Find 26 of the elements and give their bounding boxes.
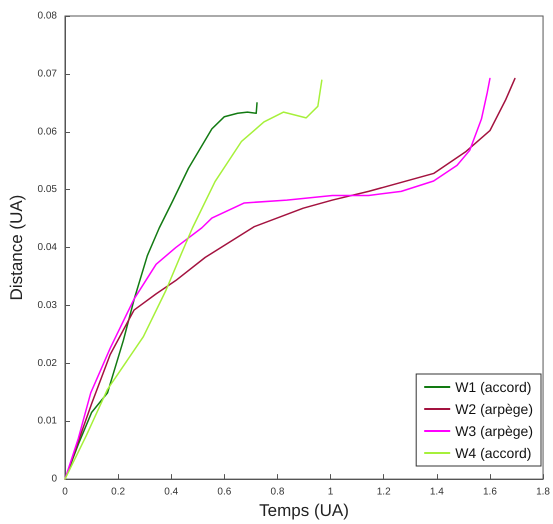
- y-axis-title: Distance (UA): [7, 194, 26, 300]
- x-tick-label: 1.4: [430, 486, 444, 498]
- x-tick-label: 1.2: [376, 486, 392, 498]
- y-tick-label: 0.02: [38, 358, 58, 369]
- legend-label: W3 (arpège): [455, 423, 534, 439]
- y-tick-label: 0.03: [38, 300, 58, 311]
- y-tick-label: 0: [51, 474, 58, 485]
- x-tick-label: 0.2: [111, 486, 126, 498]
- x-tick-label: 0.4: [164, 486, 179, 498]
- x-tick-label: 1: [328, 486, 334, 498]
- x-tick-label: 1.6: [482, 486, 498, 498]
- legend-label: W1 (accord): [455, 379, 532, 395]
- y-tick-label: 0.07: [38, 68, 58, 80]
- x-tick-label: 1.8: [536, 486, 550, 498]
- x-tick-label: 0: [62, 486, 68, 498]
- line-series: [64, 80, 323, 480]
- y-tick-label: 0.05: [38, 184, 58, 196]
- x-axis-title: Temps (UA): [259, 501, 349, 520]
- x-tick-label: 0.6: [217, 486, 232, 498]
- legend-label: W2 (arpège): [455, 401, 534, 417]
- x-tick-label: 0.8: [270, 486, 285, 498]
- y-tick-label: 0.01: [38, 416, 58, 427]
- y-tick-label: 0.06: [38, 126, 58, 138]
- legend-label: W4 (accord): [455, 445, 532, 461]
- y-tick-label: 0.04: [38, 242, 58, 254]
- y-tick-label: 0.08: [38, 10, 58, 22]
